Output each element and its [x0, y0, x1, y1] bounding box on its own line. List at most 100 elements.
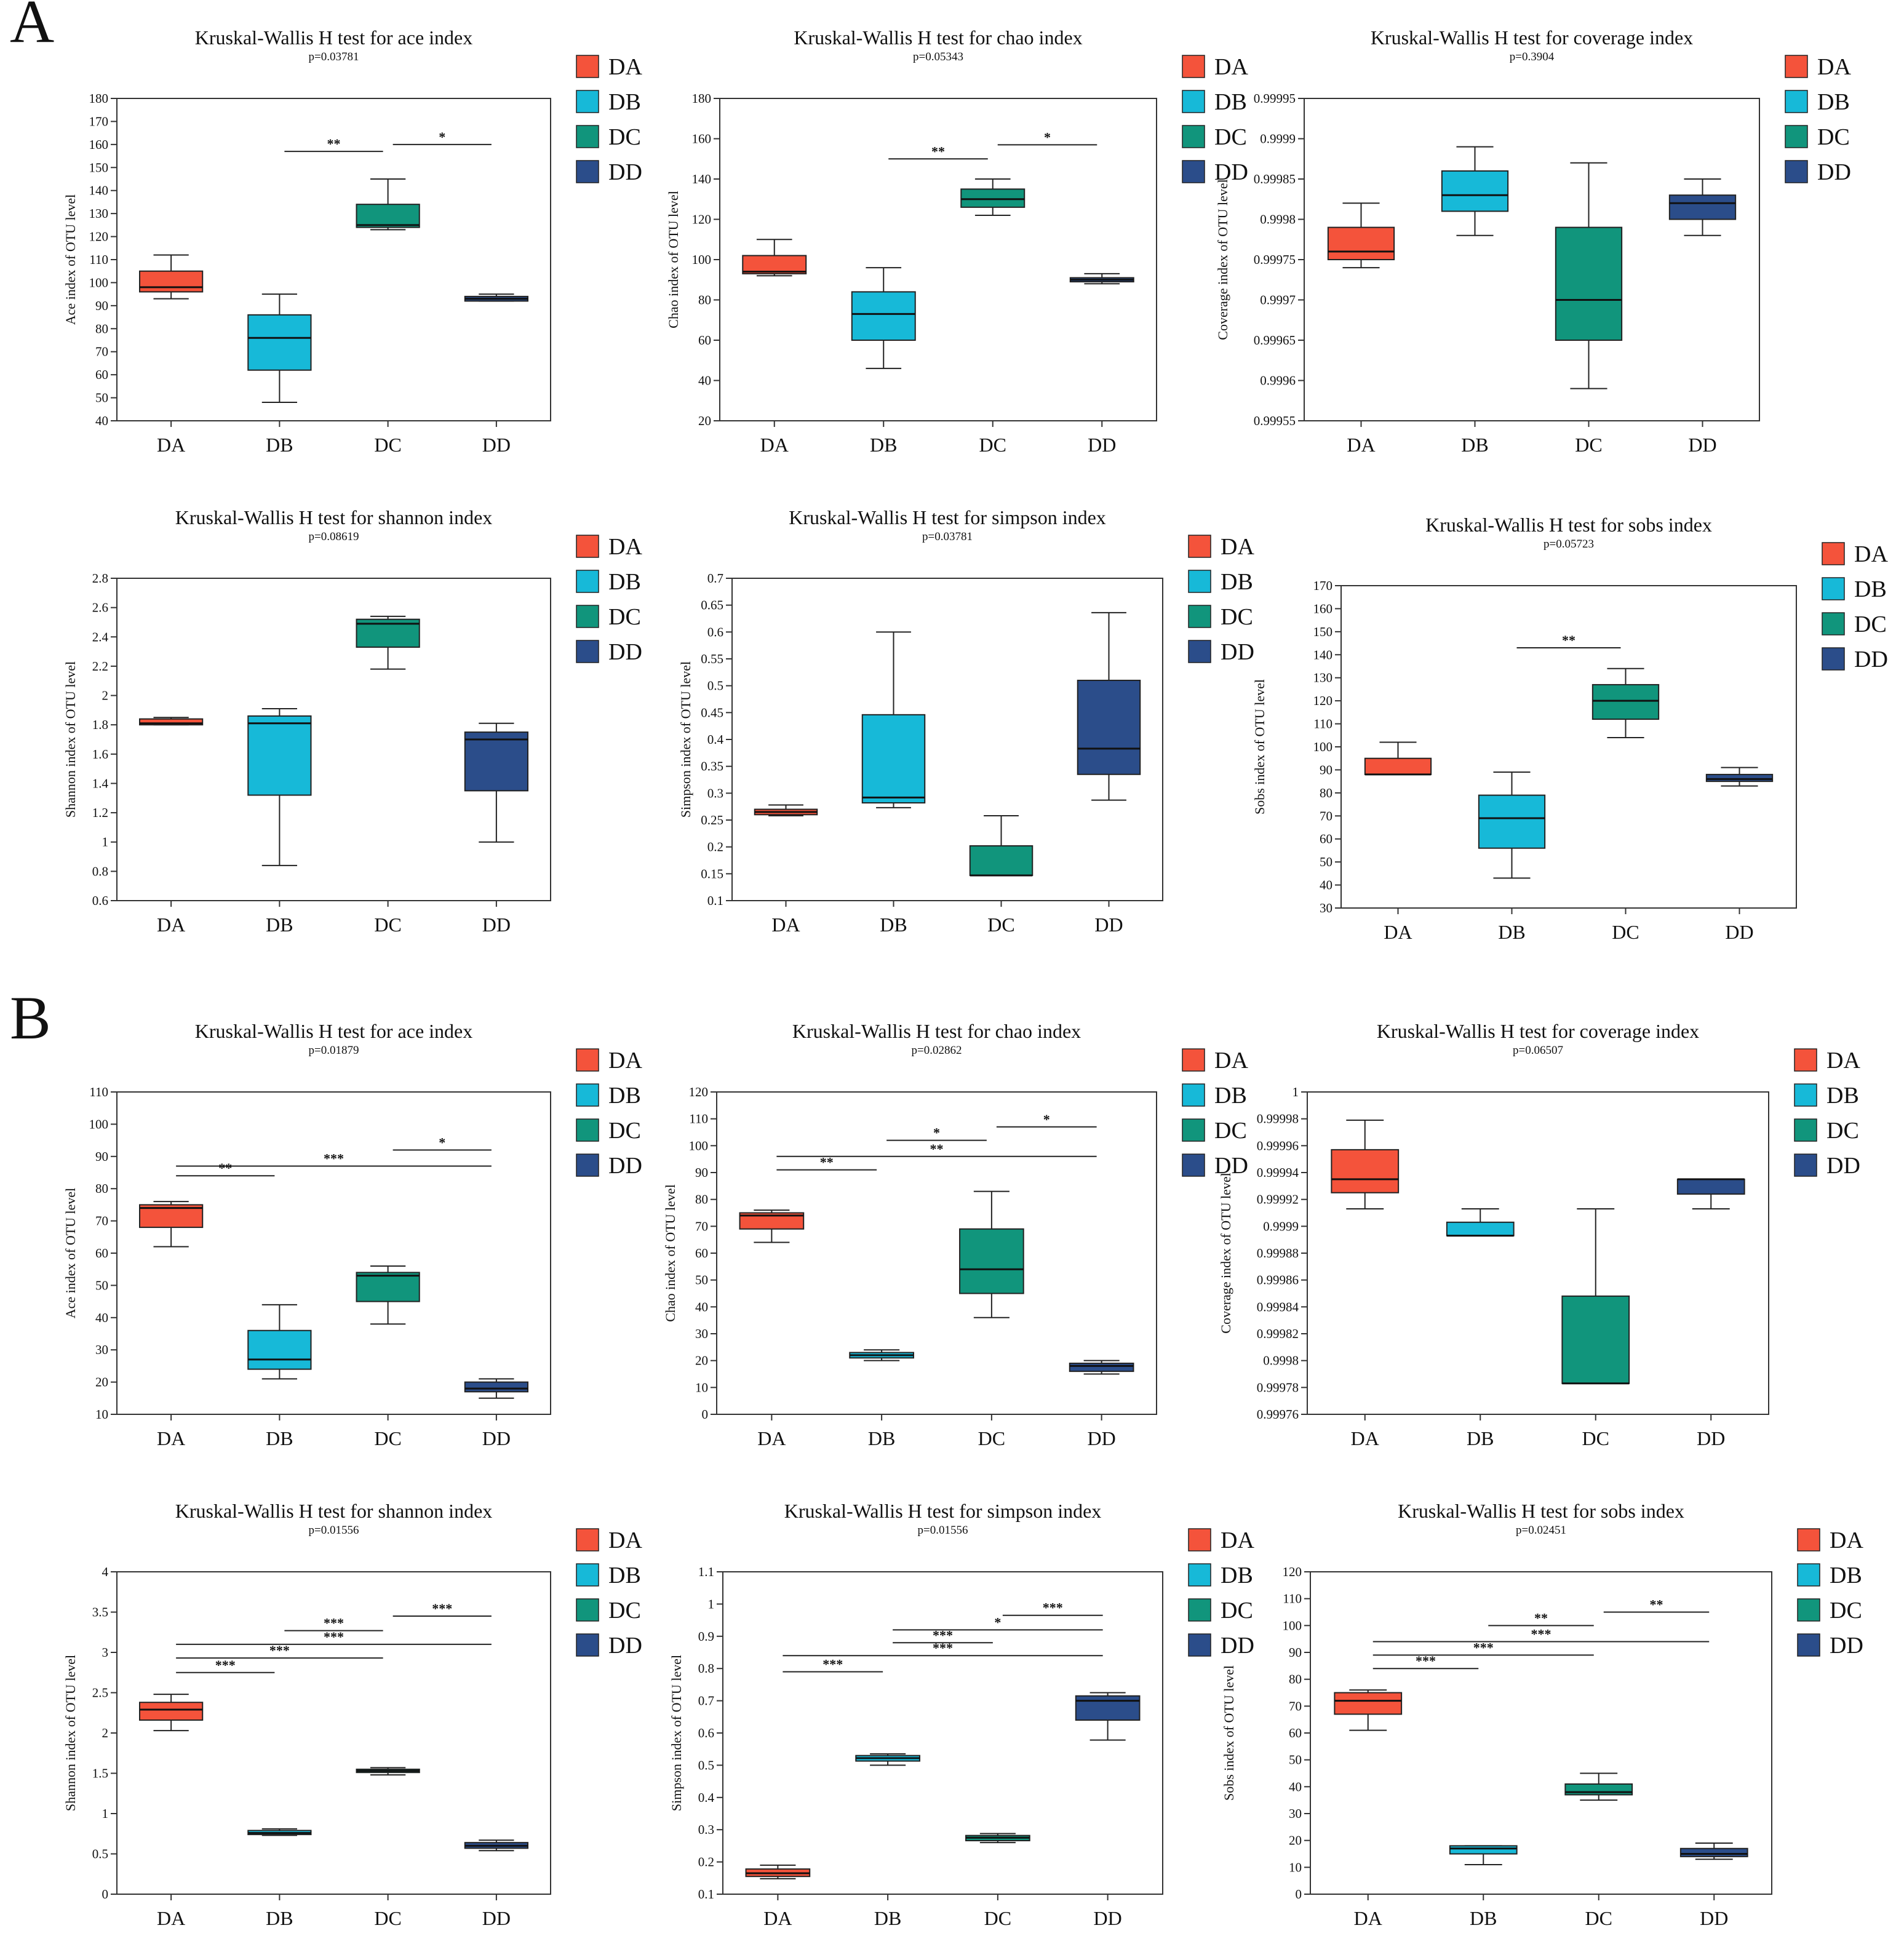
legend-swatch-dc [576, 125, 599, 148]
box-db [861, 631, 926, 808]
box-dc [959, 1190, 1024, 1318]
legend-swatch-db [576, 1563, 599, 1587]
legend-label-dd: DD [1221, 1633, 1254, 1659]
legend-swatch-da [1188, 1528, 1211, 1552]
y-tick-label: 3 [102, 1645, 109, 1660]
y-tick-label: 20 [695, 1353, 708, 1368]
y-tick-label: 0.35 [701, 759, 723, 774]
y-axis-label: Simpson index of OTU level [669, 1655, 684, 1811]
box-iqr [1705, 773, 1774, 783]
box-dd [1668, 178, 1737, 236]
box-dd [464, 293, 528, 302]
box-iqr [861, 714, 926, 804]
y-tick-label: 40 [1320, 878, 1332, 893]
box-iqr [1561, 1295, 1630, 1384]
y-tick-label: 0.6 [92, 893, 108, 908]
y-tick-label: 140 [89, 183, 109, 198]
x-tick-label: DD [1094, 1907, 1122, 1929]
legend-swatch-dd [1188, 1633, 1211, 1657]
significance-label: ** [327, 136, 341, 151]
y-tick-label: 70 [95, 345, 108, 359]
legend-swatch-dd [1797, 1633, 1820, 1657]
y-tick-label: 60 [95, 1246, 108, 1261]
y-tick-label: 0.99984 [1257, 1299, 1299, 1314]
y-tick-label: 0.2 [707, 840, 723, 854]
y-tick-label: 10 [1289, 1860, 1302, 1874]
x-tick-label: DC [1585, 1907, 1612, 1929]
y-tick-label: 30 [695, 1326, 708, 1341]
legend-label-dc: DC [1826, 1118, 1859, 1144]
y-tick-label: 0.99995 [1254, 91, 1296, 106]
y-tick-label: 180 [692, 91, 712, 106]
significance-label: *** [823, 1656, 843, 1671]
box-iqr [960, 188, 1026, 208]
y-tick-label: 130 [89, 206, 109, 221]
y-tick-label: 2.4 [92, 629, 109, 644]
legend-swatch-da [1188, 535, 1211, 558]
y-tick-label: 160 [692, 132, 712, 146]
x-tick-label: DA [1347, 434, 1375, 456]
box-dc [960, 178, 1026, 216]
box-iqr [1679, 1847, 1748, 1857]
legend-swatch-dc [1182, 125, 1205, 148]
y-tick-label: 0.9998 [1263, 1353, 1299, 1368]
x-tick-label: DB [1467, 1427, 1494, 1449]
box-iqr [1334, 1692, 1403, 1715]
chart-pvalue: p=0.01879 [309, 1044, 359, 1057]
legend-swatch-db [1182, 90, 1205, 113]
y-tick-label: 80 [1320, 786, 1332, 800]
significance-label: *** [432, 1601, 452, 1616]
legend-label-dd: DD [1214, 1153, 1248, 1179]
y-tick-label: 30 [1320, 901, 1332, 915]
significance-label: ** [1650, 1597, 1663, 1612]
significance-label: * [933, 1125, 940, 1141]
y-tick-label: 110 [689, 1112, 708, 1126]
box-db [849, 1349, 914, 1361]
chart-title: Kruskal-Wallis H test for simpson index [784, 1500, 1102, 1522]
y-tick-label: 40 [1289, 1779, 1302, 1794]
legend-label-db: DB [608, 569, 641, 595]
significance-label: *** [215, 1657, 236, 1673]
y-tick-label: 70 [95, 1214, 108, 1229]
box-dc [356, 1265, 420, 1325]
box-iqr [1075, 1695, 1141, 1721]
chart-1: Kruskal-Wallis H test for ace indexp=0.0… [63, 26, 642, 456]
box-dd [1075, 1692, 1141, 1741]
chart-title: Kruskal-Wallis H test for chao index [792, 1020, 1081, 1042]
legend-swatch-db [1822, 577, 1845, 600]
y-tick-label: 0.99976 [1257, 1407, 1299, 1422]
legend-swatch-dc [1822, 612, 1845, 635]
y-tick-label: 2.2 [92, 659, 108, 674]
box-iqr [1591, 683, 1660, 720]
y-tick-label: 1 [102, 1806, 109, 1821]
chart-3: Kruskal-Wallis H test for coverage index… [1215, 26, 1851, 456]
box-iqr [139, 1702, 204, 1721]
y-tick-label: 60 [698, 333, 711, 348]
y-tick-label: 0.45 [701, 705, 723, 720]
y-tick-label: 0.99978 [1257, 1380, 1299, 1395]
box-iqr [139, 270, 204, 293]
significance-label: *** [324, 1151, 344, 1166]
x-tick-label: DB [1470, 1907, 1497, 1929]
box-iqr [969, 845, 1034, 876]
legend-swatch-dd [1822, 647, 1845, 671]
legend-label-dd: DD [608, 639, 642, 665]
legend-label-da: DA [608, 1528, 642, 1553]
x-tick-label: DB [266, 434, 293, 456]
y-tick-label: 50 [1320, 854, 1332, 869]
y-tick-label: 1.2 [92, 805, 108, 820]
legend-swatch-db [1794, 1083, 1817, 1107]
box-db [247, 293, 312, 404]
y-tick-label: 0.8 [92, 864, 108, 878]
chart-11: Kruskal-Wallis H test for simpson index p… [669, 1500, 1254, 1929]
y-axis-label: Ace index of OTU level [63, 194, 78, 325]
x-tick-label: DD [482, 1907, 511, 1929]
x-tick-label: DB [1461, 434, 1488, 456]
y-tick-label: 100 [89, 275, 109, 290]
box-da [139, 1201, 204, 1248]
chart-title: Kruskal-Wallis H test for sobs index [1425, 514, 1712, 536]
y-tick-label: 50 [95, 1278, 108, 1293]
y-tick-label: 60 [695, 1246, 708, 1261]
y-axis-label: Coverage index of OTU level [1215, 179, 1230, 340]
y-tick-label: 20 [95, 1375, 108, 1390]
